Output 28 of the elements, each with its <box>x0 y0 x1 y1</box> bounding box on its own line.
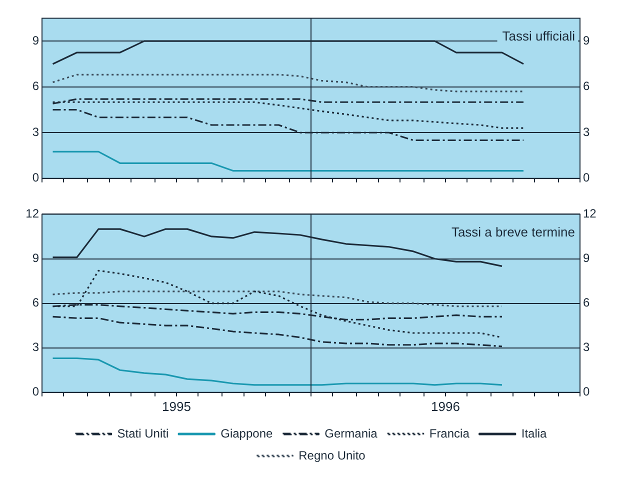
legend-label: Stati Uniti <box>117 426 169 440</box>
legend-label: Italia <box>521 426 548 440</box>
x-tick-label: 1996 <box>431 398 460 414</box>
y-tick-label: 0 <box>32 170 40 185</box>
y-tick-label: 9 <box>32 251 40 266</box>
y2-tick-label: 9 <box>583 251 590 266</box>
legend-label: Germania <box>324 426 378 440</box>
y-tick-label: 9 <box>32 33 40 48</box>
y-tick-label: 3 <box>32 124 40 139</box>
y2-tick-label: 0 <box>583 170 590 185</box>
x-tick-label: 1995 <box>162 398 191 414</box>
y-tick-label: 3 <box>32 340 40 354</box>
y2-tick-label: 3 <box>583 124 590 139</box>
y2-tick-label: 9 <box>583 33 590 48</box>
legend-label: Francia <box>429 426 470 440</box>
y2-tick-label: 0 <box>583 384 590 399</box>
y-tick-label: 6 <box>32 296 40 310</box>
y2-tick-label: 6 <box>583 79 590 94</box>
y-tick-label: 12 <box>26 206 40 221</box>
y2-tick-label: 12 <box>583 206 597 221</box>
legend-label: Regno Unito <box>298 448 366 462</box>
y2-tick-label: 6 <box>583 296 590 310</box>
y-tick-label: 0 <box>32 384 40 399</box>
y2-tick-label: 3 <box>583 340 590 354</box>
text: Tassi a breve termine <box>451 224 575 240</box>
text: Tassi ufficiali <box>502 28 576 44</box>
y-tick-label: 6 <box>32 79 40 94</box>
legend-label: Giappone <box>220 426 273 440</box>
